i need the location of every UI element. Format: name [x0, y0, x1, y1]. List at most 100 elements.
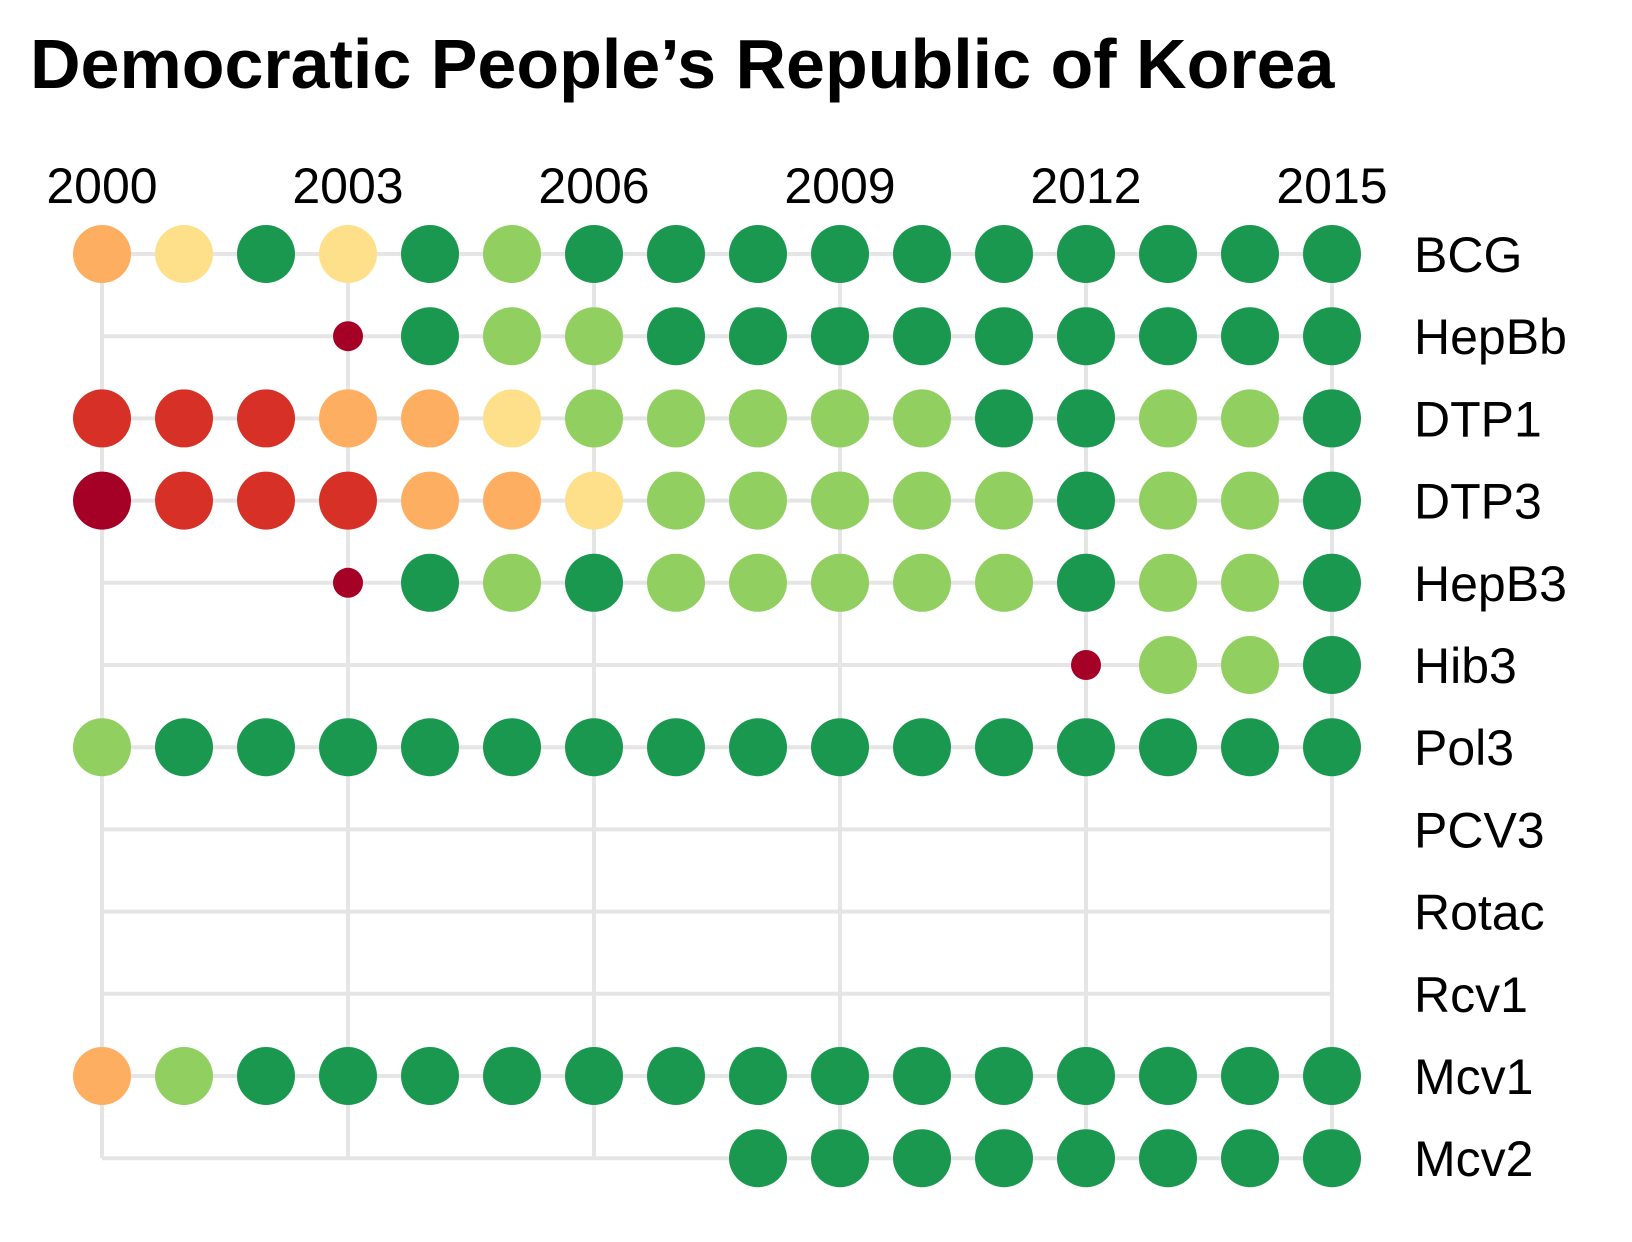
x-tick-label: 2009: [784, 158, 895, 214]
row-label: DTP3: [1414, 474, 1542, 530]
data-point: [1057, 389, 1115, 448]
data-point: [975, 471, 1033, 530]
data-point: [401, 553, 459, 612]
data-point: [1221, 307, 1279, 366]
data-point: [483, 389, 541, 448]
x-tick-label: 2000: [46, 158, 157, 214]
data-point: [155, 225, 213, 283]
data-point: [647, 718, 705, 777]
data-point: [237, 225, 295, 283]
data-point: [1221, 389, 1279, 448]
data-point: [1057, 718, 1115, 777]
data-point: [1303, 307, 1361, 366]
data-point: [319, 471, 377, 530]
data-point: [729, 1047, 787, 1105]
data-point: [401, 389, 459, 448]
data-point: [893, 471, 951, 530]
data-points: [73, 225, 1361, 1188]
x-tick-label: 2003: [292, 158, 403, 214]
data-point: [73, 389, 131, 448]
data-point: [893, 718, 951, 777]
data-point: [811, 471, 869, 530]
data-point: [565, 225, 623, 283]
data-point: [1139, 225, 1197, 283]
row-label: PCV3: [1414, 802, 1545, 858]
data-point: [483, 471, 541, 530]
data-point: [237, 389, 295, 448]
data-point: [1303, 636, 1361, 694]
data-point: [647, 471, 705, 530]
data-point: [729, 471, 787, 530]
data-point: [729, 1129, 787, 1188]
data-point: [1303, 225, 1361, 283]
data-point: [1139, 389, 1197, 448]
data-point: [1303, 1047, 1361, 1105]
data-point: [811, 389, 869, 448]
data-point: [1303, 1129, 1361, 1188]
data-point: [811, 307, 869, 366]
data-point: [155, 1047, 213, 1105]
data-point: [975, 1129, 1033, 1188]
data-point: [73, 718, 131, 777]
data-point: [565, 1047, 623, 1105]
data-point: [1303, 471, 1361, 530]
data-point: [155, 471, 213, 530]
data-point: [155, 718, 213, 777]
row-label: Rcv1: [1414, 967, 1528, 1023]
row-label: Hib3: [1414, 638, 1517, 694]
data-point: [893, 225, 951, 283]
data-point: [975, 307, 1033, 366]
data-point: [1221, 718, 1279, 777]
data-point: [1057, 1047, 1115, 1105]
data-point: [1057, 471, 1115, 530]
data-point: [333, 321, 363, 352]
data-point: [1221, 225, 1279, 283]
data-point: [647, 553, 705, 612]
data-point: [1139, 636, 1197, 694]
data-point: [975, 553, 1033, 612]
data-point: [1057, 553, 1115, 612]
data-point: [401, 471, 459, 530]
data-point: [647, 1047, 705, 1105]
data-point: [729, 389, 787, 448]
row-label: HepBb: [1414, 309, 1567, 365]
data-point: [975, 389, 1033, 448]
data-point: [401, 225, 459, 283]
data-point: [401, 1047, 459, 1105]
data-point: [1221, 1129, 1279, 1188]
data-point: [729, 307, 787, 366]
data-point: [319, 225, 377, 283]
data-point: [647, 307, 705, 366]
data-point: [565, 389, 623, 448]
data-point: [1221, 471, 1279, 530]
data-point: [811, 225, 869, 283]
data-point: [811, 553, 869, 612]
row-label: BCG: [1414, 227, 1522, 283]
row-label: Mcv2: [1414, 1131, 1533, 1187]
data-point: [319, 1047, 377, 1105]
data-point: [1221, 1047, 1279, 1105]
data-point: [1071, 650, 1101, 680]
data-point: [647, 225, 705, 283]
data-point: [237, 1047, 295, 1105]
data-point: [73, 471, 131, 530]
data-point: [893, 553, 951, 612]
data-point: [565, 471, 623, 530]
data-point: [319, 718, 377, 777]
data-point: [1057, 307, 1115, 366]
row-label: Mcv1: [1414, 1049, 1533, 1105]
data-point: [1303, 718, 1361, 777]
data-point: [73, 1047, 131, 1105]
data-point: [729, 718, 787, 777]
data-point: [483, 718, 541, 777]
data-point: [401, 307, 459, 366]
data-point: [237, 471, 295, 530]
data-point: [1221, 553, 1279, 612]
x-tick-label: 2015: [1276, 158, 1387, 214]
data-point: [975, 718, 1033, 777]
row-labels: BCG HepBb DTP1 DTP3 HepB3 Hib3 Pol3 PCV3 Rotac Rc…: [1414, 227, 1567, 1187]
data-point: [319, 389, 377, 448]
data-point: [1221, 636, 1279, 694]
data-point: [483, 225, 541, 283]
